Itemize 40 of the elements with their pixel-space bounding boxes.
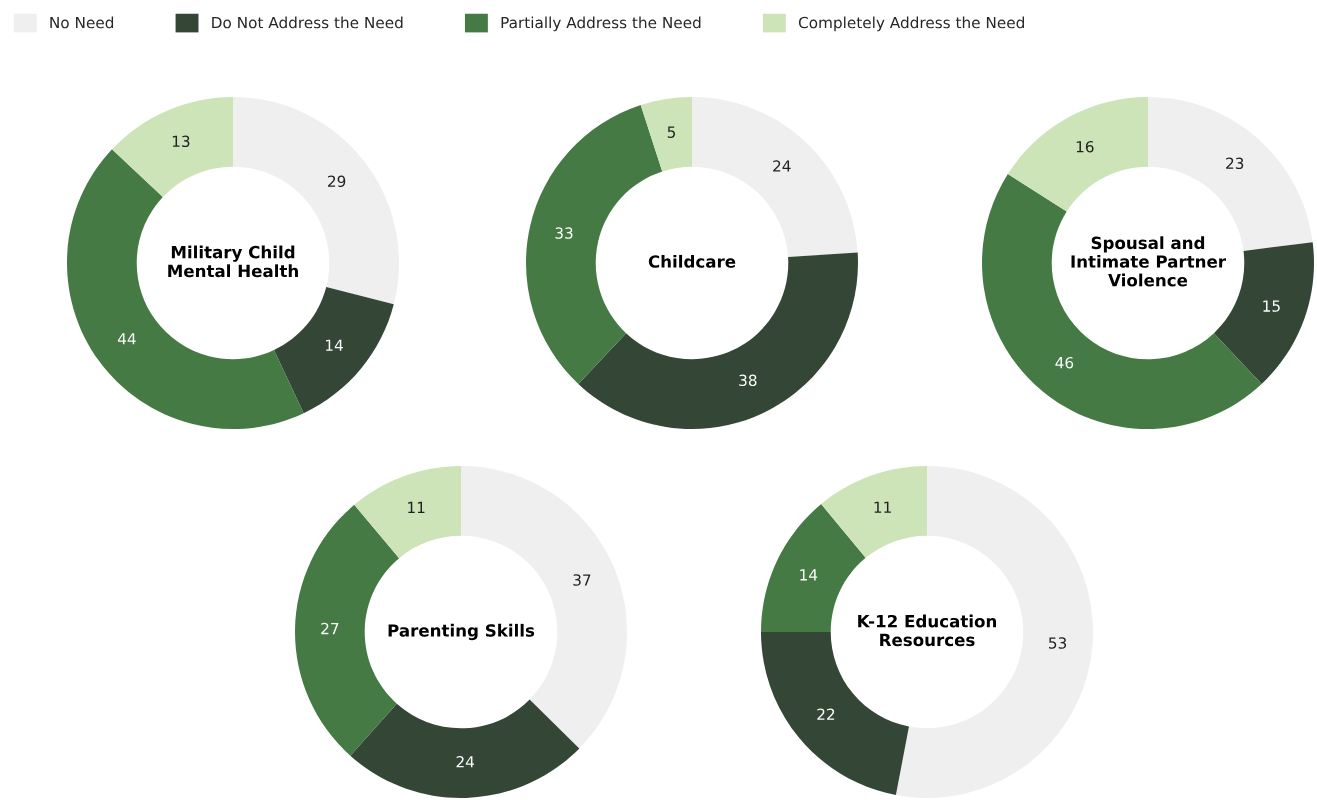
data-label: 27	[321, 622, 339, 635]
data-label: 22	[817, 708, 835, 720]
legend-label: Partially Address the Need	[501, 16, 701, 32]
donut-slice	[111, 97, 233, 198]
donut-slice	[692, 97, 858, 257]
text: K-12 Education Resources	[858, 614, 997, 647]
data-label: 46	[1055, 356, 1074, 369]
data-label: 29	[328, 175, 346, 188]
text: Childcare	[648, 254, 736, 268]
donut-slice	[273, 286, 394, 414]
data-label: 11	[408, 501, 425, 513]
data-label: 53	[1049, 637, 1067, 649]
legend-label: Do Not Address the Need	[212, 16, 403, 29]
data-label: 15	[1263, 300, 1280, 312]
data-label: 24	[773, 160, 791, 172]
data-label: 5	[667, 126, 676, 138]
text: Military Child Mental Health	[168, 245, 298, 278]
text: Spousal and Intimate Partner Violence	[1071, 236, 1226, 287]
donut-slice	[350, 699, 580, 798]
data-label: 38	[739, 374, 757, 387]
data-label: 14	[800, 569, 818, 581]
text: Parenting Skills	[388, 623, 535, 641]
legend-label: No Need	[50, 16, 114, 29]
data-label: 16	[1076, 140, 1094, 153]
data-label: 13	[172, 135, 190, 148]
donut-slice	[67, 149, 304, 429]
donut-slice	[578, 252, 858, 429]
donut-slice	[640, 97, 692, 172]
donut-slice	[982, 174, 1262, 429]
donut-slice	[1007, 97, 1148, 212]
donut-slice	[354, 466, 461, 559]
data-label: 11	[874, 501, 891, 513]
legend-label: Completely Address the Need	[798, 16, 1024, 32]
data-label: 44	[117, 333, 136, 345]
data-label: 14	[326, 339, 343, 351]
donut-slice	[821, 466, 927, 558]
data-label: 37	[573, 574, 591, 586]
data-label: 23	[1226, 157, 1244, 170]
data-label: 33	[555, 227, 573, 239]
data-label: 24	[456, 755, 475, 768]
